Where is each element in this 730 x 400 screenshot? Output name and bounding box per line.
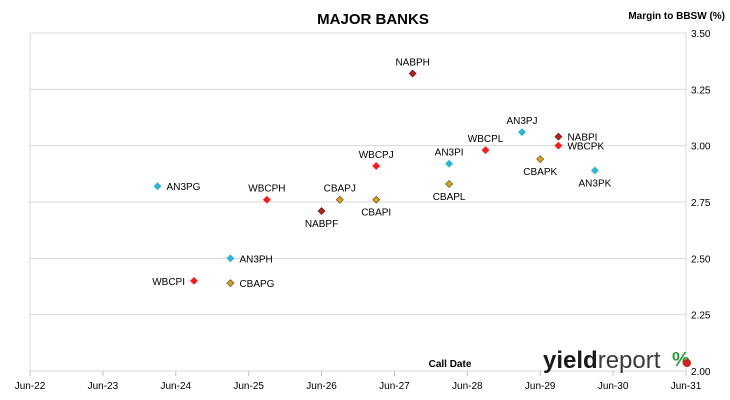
point-marker: [445, 180, 454, 188]
logo-text-report: report: [598, 347, 661, 374]
point-label: AN3PJ: [506, 116, 537, 127]
point-marker: [226, 254, 235, 263]
x-tick-label: Jun-23: [88, 381, 119, 392]
point-marker: [590, 166, 599, 175]
x-tick-label: Jun-30: [598, 381, 629, 392]
point-label: CBAPG: [239, 279, 274, 290]
point-marker: [554, 141, 563, 150]
svg-text:yieldreport: yieldreport: [543, 347, 661, 374]
point-cbapl: CBAPL: [433, 180, 466, 203]
chart-title: MAJOR BANKS: [317, 11, 429, 28]
y-tick-label: 3.25: [691, 85, 711, 96]
point-marker: [445, 159, 454, 168]
x-tick-label: Jun-26: [306, 381, 337, 392]
point-marker: [335, 195, 344, 204]
point-nabpf: NABPF: [305, 207, 338, 230]
point-nabpi: NABPI: [554, 132, 597, 144]
point-label: NABPF: [305, 219, 338, 230]
point-label: WBCPH: [248, 184, 285, 195]
point-an3pk: AN3PK: [578, 166, 612, 189]
y-tick-label: 3.00: [691, 142, 711, 153]
point-label: AN3PI: [435, 148, 464, 159]
point-cbapi: CBAPI: [361, 195, 391, 219]
point-wbcph: WBCPH: [248, 184, 286, 204]
point-marker: [536, 155, 545, 164]
point-label: WBCPK: [567, 142, 604, 153]
point-cbapk: CBAPK: [523, 155, 558, 178]
x-tick-label: Jun-29: [525, 381, 556, 392]
x-tick-label: Jun-25: [233, 381, 264, 392]
point-label: AN3PH: [239, 254, 272, 265]
logo-text-yield: yield: [543, 347, 598, 374]
x-axis: Jun-22 Jun-23 Jun-24 Jun-25 Jun-26 Jun-27 Jun-…: [15, 371, 702, 392]
point-marker: [372, 195, 381, 204]
point-marker: [408, 69, 417, 78]
y-tick-label: 3.50: [691, 29, 711, 40]
point-marker: [518, 128, 526, 137]
point-label: NABPH: [395, 58, 429, 69]
point-an3ph: AN3PH: [226, 254, 273, 265]
point-wbcpl: WBCPL: [468, 134, 504, 155]
gridlines: [30, 88, 686, 316]
point-marker: [372, 162, 381, 170]
point-label: CBAPI: [361, 208, 391, 219]
x-tick-label: Jun-27: [379, 381, 410, 392]
point-cbapg: CBAPG: [226, 279, 275, 290]
point-wbcpi: WBCPI: [152, 276, 198, 288]
point-label: AN3PK: [578, 178, 611, 189]
point-label: WBCPJ: [359, 150, 394, 161]
point-wbcpj: WBCPJ: [359, 150, 394, 170]
y-axis-label: Margin to BBSW (%): [628, 11, 725, 22]
point-an3pi: AN3PI: [435, 148, 464, 168]
point-marker: [226, 279, 235, 288]
point-marker: [317, 207, 326, 215]
y-tick-label: 2.00: [691, 367, 711, 378]
point-label: WBCPL: [468, 134, 504, 145]
y-axis: 2.00 2.25 2.50 2.75 3.00 3.25 3.50: [691, 29, 711, 378]
logo-red-dot-icon: [683, 359, 691, 367]
point-marker: [262, 195, 271, 204]
x-axis-label: Call Date: [429, 359, 472, 370]
point-label: CBAPJ: [324, 184, 356, 195]
point-label: AN3PG: [167, 182, 201, 193]
x-tick-label: Jun-31: [671, 381, 702, 392]
point-an3pg: AN3PG: [153, 182, 201, 193]
point-marker: [481, 146, 490, 155]
x-tick-label: Jun-28: [452, 381, 483, 392]
y-tick-label: 2.75: [691, 198, 711, 209]
point-nabph: NABPH: [395, 58, 430, 78]
point-cbapj: CBAPJ: [324, 184, 356, 204]
point-label: CBAPK: [523, 167, 557, 178]
yieldreport-logo: yieldreport %: [543, 347, 691, 374]
point-label: WBCPI: [152, 277, 185, 288]
point-marker: [554, 132, 563, 141]
point-an3pj: AN3PJ: [506, 116, 538, 137]
y-tick-label: 2.50: [691, 254, 711, 265]
point-marker: [190, 276, 198, 285]
data-points: AN3PG AN3PH AN3PI AN3PJ AN3PK WBCPI WBCPH WBCPJ…: [152, 58, 611, 291]
x-tick-label: Jun-22: [15, 381, 46, 392]
point-label: NABPI: [567, 133, 597, 144]
y-tick-label: 2.25: [691, 311, 711, 322]
point-marker: [153, 182, 162, 191]
x-tick-label: Jun-24: [160, 381, 191, 392]
point-wbcpk: WBCPK: [554, 141, 604, 153]
point-label: CBAPL: [433, 192, 466, 203]
